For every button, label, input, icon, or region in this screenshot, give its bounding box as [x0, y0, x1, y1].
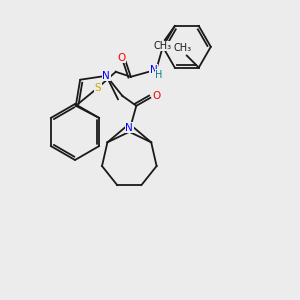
Text: O: O — [152, 91, 160, 101]
Text: S: S — [94, 83, 101, 93]
Text: O: O — [118, 53, 126, 63]
Text: CH₃: CH₃ — [174, 43, 192, 52]
Text: N: N — [125, 123, 133, 133]
Text: N: N — [102, 71, 110, 81]
Text: CH₃: CH₃ — [154, 41, 172, 51]
Text: N: N — [150, 65, 158, 75]
Text: H: H — [155, 70, 163, 80]
